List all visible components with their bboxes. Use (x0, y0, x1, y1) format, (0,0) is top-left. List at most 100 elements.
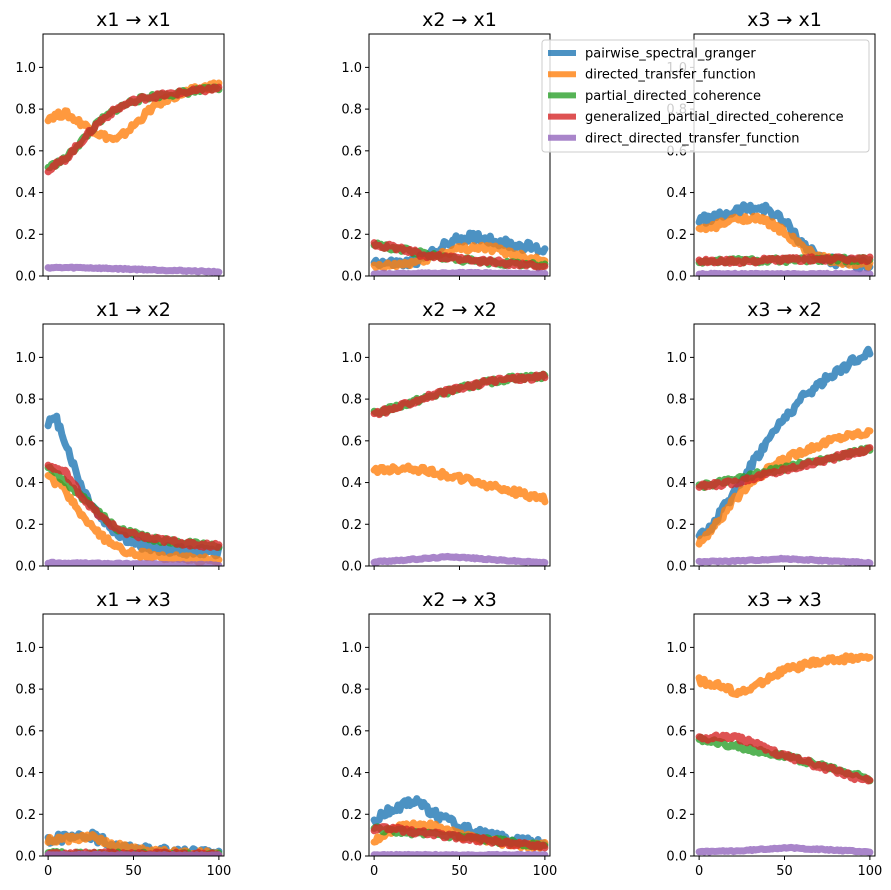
y-tick-label: 0.2 (666, 228, 687, 243)
legend-label: generalized_partial_directed_coherence (585, 110, 844, 125)
panel-7: x1 → x3 0.0 0.2 0.4 0.6 0.8 1.0 0 50 100 (15, 589, 231, 879)
y-tick-label: 0.6 (341, 144, 362, 159)
series-group (695, 652, 874, 856)
series-line-directed-transfer-function (44, 472, 223, 566)
y-tick-label: 0.8 (341, 683, 362, 698)
panel-8: x2 → x3 0.0 0.2 0.4 0.6 0.8 1.0 0 50 100 (341, 589, 557, 879)
y-tick-label: 0.8 (666, 683, 687, 698)
x-tick-label: 50 (776, 864, 793, 879)
series-line-pairwise-spectral-granger (44, 412, 223, 560)
y-tick-label: 0.2 (341, 808, 362, 823)
y-tick-label: 0.8 (15, 683, 36, 698)
series-line-generalized-partial-directed-coherence (695, 444, 874, 491)
series-line-direct-directed-transfer-function (695, 554, 874, 566)
y-tick-label: 0.4 (341, 186, 362, 201)
y-tick-label: 0.4 (15, 766, 36, 781)
y-tick-label: 0.6 (15, 724, 36, 739)
series-line-directed-transfer-function (695, 652, 874, 699)
y-tick-label: 0.6 (341, 724, 362, 739)
series-line-direct-directed-transfer-function (44, 263, 223, 276)
y-tick-label: 0.2 (666, 808, 687, 823)
x-tick-label: 100 (532, 864, 557, 879)
series-line-generalized-partial-directed-coherence (370, 239, 549, 272)
y-tick-label: 1.0 (341, 641, 362, 656)
y-tick-label: 0.0 (15, 850, 36, 865)
y-tick-label: 0.0 (341, 560, 362, 575)
series-line-generalized-partial-directed-coherence (695, 253, 874, 268)
legend-label: directed_transfer_function (585, 68, 756, 83)
panel-title: x2 → x2 (422, 299, 497, 321)
series-line-direct-directed-transfer-function (44, 850, 223, 856)
x-tick-label: 0 (44, 864, 52, 879)
y-tick-label: 0.2 (341, 228, 362, 243)
series-line-generalized-partial-directed-coherence (44, 83, 223, 176)
panel-6: x3 → x2 0.0 0.2 0.4 0.6 0.8 1.0 (666, 299, 876, 575)
series-line-generalized-partial-directed-coherence (695, 731, 874, 785)
series-line-direct-directed-transfer-function (695, 269, 874, 276)
panel-title: x2 → x3 (422, 589, 497, 611)
y-tick-label: 0.2 (341, 518, 362, 533)
y-tick-label: 0.2 (666, 518, 687, 533)
y-tick-label: 0.6 (341, 434, 362, 449)
y-tick-label: 0.4 (341, 476, 362, 491)
series-group (370, 229, 549, 276)
x-tick-label: 0 (695, 864, 703, 879)
y-tick-label: 0.4 (15, 186, 36, 201)
y-tick-label: 0.6 (15, 144, 36, 159)
y-tick-label: 1.0 (666, 351, 687, 366)
legend: pairwise_spectral_granger directed_transf… (541, 39, 870, 153)
y-tick-label: 0.6 (666, 724, 687, 739)
y-tick-label: 0.4 (666, 766, 687, 781)
panel-4: x1 → x2 0.0 0.2 0.4 0.6 0.8 1.0 (15, 299, 225, 575)
x-tick-label: 50 (451, 864, 468, 879)
x-tick-label: 100 (206, 864, 231, 879)
series-line-directed-transfer-function (370, 241, 549, 272)
series-line-generalized-partial-directed-coherence (370, 370, 549, 419)
series-line-directed-transfer-function (695, 212, 874, 271)
y-tick-label: 0.0 (666, 850, 687, 865)
y-tick-label: 1.0 (15, 61, 36, 76)
panel-title: x1 → x1 (96, 9, 171, 31)
x-tick-label: 50 (125, 864, 142, 879)
y-tick-label: 0.8 (341, 393, 362, 408)
series-line-direct-directed-transfer-function (370, 552, 549, 566)
series-line-generalized-partial-directed-coherence (44, 461, 223, 551)
panel-2: x2 → x1 0.0 0.2 0.4 0.6 0.8 1.0 (341, 9, 551, 285)
series-group (370, 795, 549, 856)
axes-frame (42, 613, 225, 857)
y-tick-label: 0.2 (15, 518, 36, 533)
series-group (370, 370, 549, 566)
panel-title: x1 → x3 (96, 589, 171, 611)
y-tick-label: 0.0 (341, 270, 362, 285)
legend-label: direct_directed_transfer_function (585, 131, 800, 146)
y-tick-label: 0.0 (666, 560, 687, 575)
series-group (695, 201, 874, 276)
y-tick-label: 0.2 (15, 228, 36, 243)
legend-box (541, 39, 870, 153)
y-tick-label: 1.0 (666, 641, 687, 656)
series-line-direct-directed-transfer-function (695, 843, 874, 856)
panel-title: x2 → x1 (422, 9, 497, 31)
y-tick-label: 1.0 (15, 641, 36, 656)
y-tick-label: 0.2 (15, 808, 36, 823)
series-line-direct-directed-transfer-function (370, 268, 549, 276)
panels-layer: x1 → x1 0.0 0.2 0.4 0.6 0.8 1.0 x2 → x1 0.0 0.2 0.… (15, 9, 882, 879)
series-line-direct-directed-transfer-function (44, 558, 223, 566)
panel-9: x3 → x3 0.0 0.2 0.4 0.6 0.8 1.0 0 50 100 (666, 589, 882, 879)
y-tick-label: 0.4 (341, 766, 362, 781)
panel-title: x3 → x2 (747, 299, 822, 321)
y-tick-label: 0.4 (666, 186, 687, 201)
x-tick-label: 100 (857, 864, 882, 879)
y-tick-label: 0.6 (15, 434, 36, 449)
panel-title: x1 → x2 (96, 299, 171, 321)
series-line-directed-transfer-function (695, 427, 874, 548)
series-line-generalized-partial-directed-coherence (370, 823, 549, 852)
y-tick-label: 0.0 (15, 560, 36, 575)
legend-label: partial_directed_coherence (585, 89, 761, 104)
y-tick-label: 0.0 (341, 850, 362, 865)
series-line-direct-directed-transfer-function (370, 850, 549, 856)
y-tick-label: 1.0 (341, 351, 362, 366)
panel-5: x2 → x2 0.0 0.2 0.4 0.6 0.8 1.0 (341, 299, 551, 575)
legend-label: pairwise_spectral_granger (585, 47, 756, 62)
series-group (44, 828, 223, 856)
